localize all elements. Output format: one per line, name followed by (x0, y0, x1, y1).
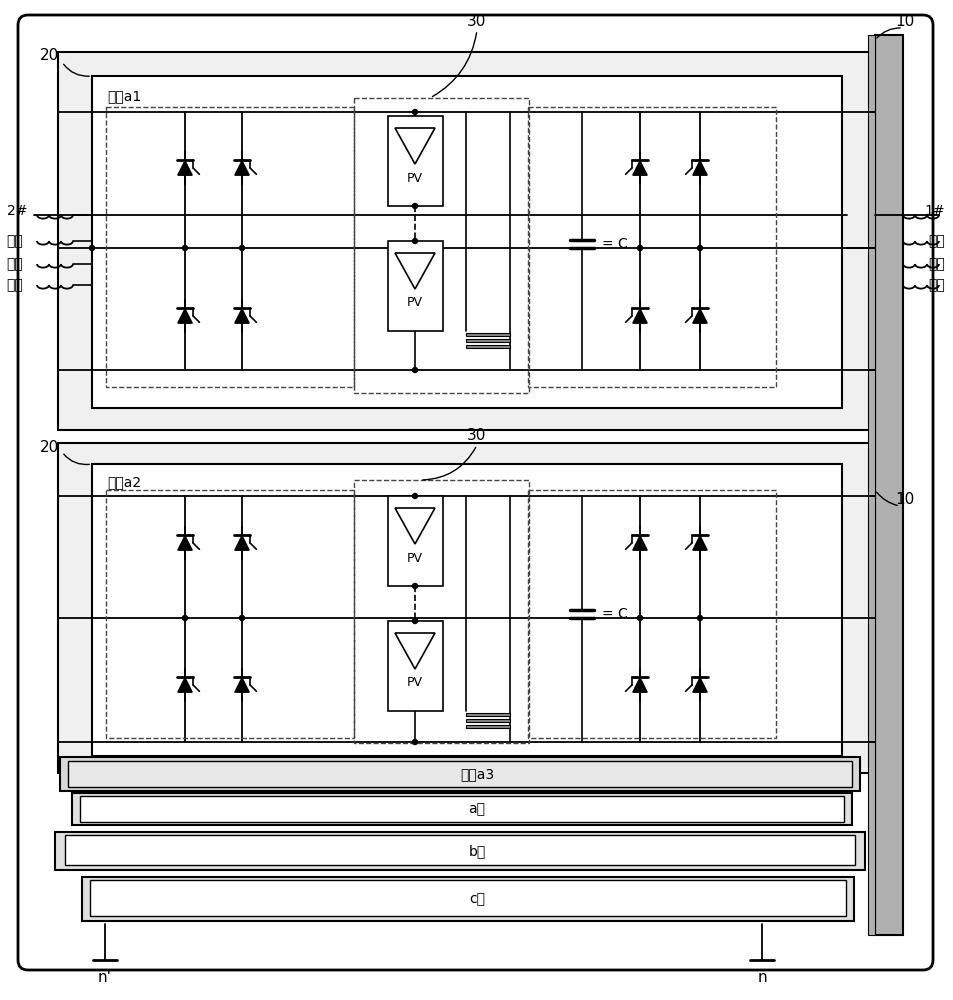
Bar (65, 835, 854, 865)
Bar (388, 116, 442, 206)
Text: b相: b相 (468, 844, 485, 858)
Text: 馈线: 馈线 (927, 257, 943, 271)
Circle shape (239, 245, 244, 250)
Bar (106, 107, 354, 387)
Circle shape (182, 615, 188, 620)
Bar (91, 76, 841, 408)
Circle shape (697, 615, 701, 620)
Text: 1#: 1# (923, 204, 943, 218)
Text: a相: a相 (468, 802, 485, 816)
Text: 20: 20 (40, 440, 59, 456)
Text: PV: PV (407, 296, 422, 310)
Bar (90, 880, 845, 916)
Text: PV: PV (407, 172, 422, 184)
Bar (71, 793, 851, 825)
Text: PV: PV (407, 552, 422, 564)
Text: 20: 20 (40, 47, 59, 62)
Text: 30: 30 (467, 14, 486, 29)
Polygon shape (234, 161, 249, 175)
Text: 中压: 中压 (927, 234, 943, 248)
Text: = C: = C (601, 237, 627, 251)
Circle shape (90, 245, 94, 250)
Polygon shape (692, 536, 706, 550)
Text: 2#: 2# (8, 204, 28, 218)
Polygon shape (234, 678, 249, 692)
Bar (465, 719, 510, 722)
Text: 模块a1: 模块a1 (107, 89, 141, 103)
Text: 末端: 末端 (7, 278, 23, 292)
Circle shape (412, 238, 417, 243)
Polygon shape (177, 309, 192, 323)
Bar (388, 496, 442, 586)
Bar (874, 35, 902, 935)
Bar (388, 621, 442, 711)
Circle shape (412, 493, 417, 498)
Bar (55, 832, 864, 870)
Bar (60, 757, 859, 791)
Circle shape (697, 245, 701, 250)
Text: = C: = C (601, 607, 627, 621)
Polygon shape (177, 161, 192, 175)
Polygon shape (632, 536, 646, 550)
Bar (106, 490, 354, 738)
Polygon shape (692, 309, 706, 323)
Bar (91, 464, 841, 756)
Polygon shape (395, 128, 435, 164)
Polygon shape (177, 678, 192, 692)
Bar (82, 877, 853, 921)
Bar (867, 35, 874, 935)
Text: 10: 10 (895, 492, 914, 508)
Bar (354, 98, 529, 393)
Text: 模块a3: 模块a3 (459, 767, 494, 781)
Text: 中压: 中压 (7, 234, 23, 248)
Text: c相: c相 (469, 892, 484, 906)
Bar (388, 241, 442, 331)
Text: PV: PV (407, 676, 422, 690)
Circle shape (637, 245, 641, 250)
Polygon shape (632, 678, 646, 692)
Text: 馈线: 馈线 (7, 257, 23, 271)
Bar (354, 480, 529, 743)
Text: n: n (757, 970, 766, 986)
Bar (58, 443, 869, 773)
Circle shape (412, 109, 417, 114)
Polygon shape (632, 161, 646, 175)
Bar (68, 761, 851, 787)
Circle shape (239, 615, 244, 620)
Bar (58, 52, 869, 430)
Circle shape (182, 245, 188, 250)
Text: n': n' (98, 970, 112, 986)
Bar (465, 345, 510, 348)
Polygon shape (177, 536, 192, 550)
Bar (465, 713, 510, 716)
Text: 10: 10 (895, 14, 914, 29)
Polygon shape (395, 633, 435, 669)
FancyBboxPatch shape (18, 15, 932, 970)
Circle shape (412, 204, 417, 209)
Circle shape (412, 740, 417, 744)
Circle shape (637, 615, 641, 620)
Circle shape (412, 367, 417, 372)
Bar (527, 107, 775, 387)
Polygon shape (395, 508, 435, 544)
Text: 30: 30 (467, 428, 486, 442)
Polygon shape (692, 678, 706, 692)
Circle shape (412, 618, 417, 624)
Text: 模块a2: 模块a2 (107, 475, 141, 489)
Bar (527, 490, 775, 738)
Bar (465, 339, 510, 342)
Bar (465, 725, 510, 728)
Polygon shape (632, 309, 646, 323)
Polygon shape (234, 309, 249, 323)
Bar (465, 333, 510, 336)
Polygon shape (395, 253, 435, 289)
Polygon shape (234, 536, 249, 550)
Text: 末端: 末端 (927, 278, 943, 292)
Polygon shape (692, 161, 706, 175)
Bar (80, 796, 843, 822)
Circle shape (412, 584, 417, 588)
